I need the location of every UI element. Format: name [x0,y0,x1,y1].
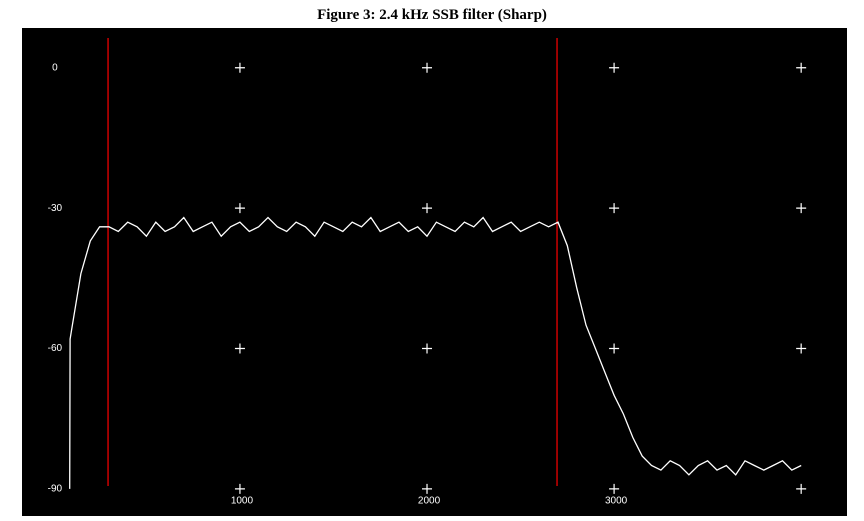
chart-title: Figure 3: 2.4 kHz SSB filter (Sharp) [317,7,547,23]
grid-cross [796,343,807,354]
grid-cross [422,343,433,354]
grid-cross [234,62,245,73]
grid-cross [234,343,245,354]
spectrum-trace [69,216,802,489]
y-tick-label: -60 [48,343,63,354]
grid-cross [234,203,245,214]
grid-cross [609,62,620,73]
grid-cross [422,203,433,214]
grid-cross [609,483,620,494]
y-tick-label: -90 [48,484,63,495]
grid-cross [609,203,620,214]
grid-cross [609,343,620,354]
grid-cross [234,483,245,494]
grid-cross [796,62,807,73]
plot-area [22,28,847,516]
y-tick-label: 0 [52,62,58,73]
x-tick-label: 2000 [418,496,441,507]
grid-cross [796,483,807,494]
grid-cross [422,483,433,494]
grid-cross [422,62,433,73]
x-tick-label: 3000 [605,496,628,507]
y-tick-label: -30 [48,203,63,214]
grid-cross [796,203,807,214]
x-tick-label: 1000 [231,496,254,507]
